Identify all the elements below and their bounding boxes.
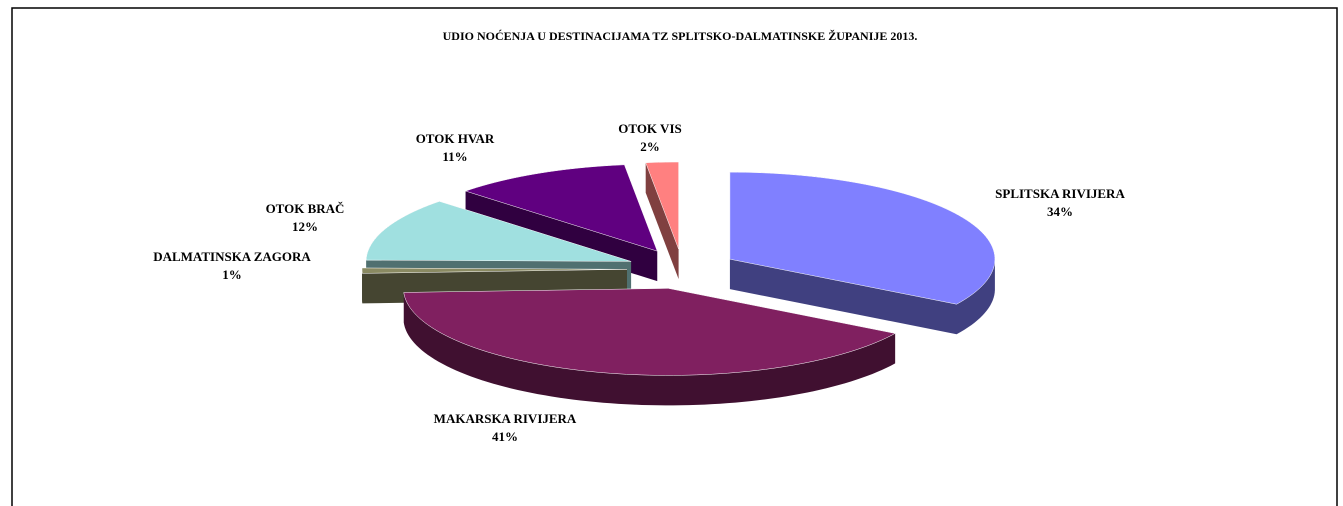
slice-value-label: 11% bbox=[442, 149, 467, 164]
slice-label: DALMATINSKA ZAGORA bbox=[153, 249, 311, 264]
pie-slice bbox=[729, 171, 996, 305]
slice-label: SPLITSKA RIVIJERA bbox=[995, 186, 1125, 201]
pie-slice bbox=[464, 164, 658, 252]
slice-value-label: 34% bbox=[1047, 204, 1073, 219]
slice-value-label: 41% bbox=[492, 429, 518, 444]
slice-label: OTOK BRAČ bbox=[266, 201, 345, 216]
pie-slice bbox=[361, 267, 628, 274]
pie-slice bbox=[365, 201, 632, 262]
slice-label: MAKARSKA RIVIJERA bbox=[434, 411, 577, 426]
slice-value-label: 12% bbox=[292, 219, 318, 234]
slice-value-label: 2% bbox=[640, 139, 660, 154]
slice-label: OTOK VIS bbox=[618, 121, 681, 136]
pie-slice bbox=[645, 161, 679, 250]
chart-title: UDIO NOĆENJA U DESTINACIJAMA TZ SPLITSKO… bbox=[443, 29, 918, 43]
slice-label: OTOK HVAR bbox=[416, 131, 495, 146]
slice-value-label: 1% bbox=[222, 267, 242, 282]
pie-slice bbox=[403, 288, 896, 376]
